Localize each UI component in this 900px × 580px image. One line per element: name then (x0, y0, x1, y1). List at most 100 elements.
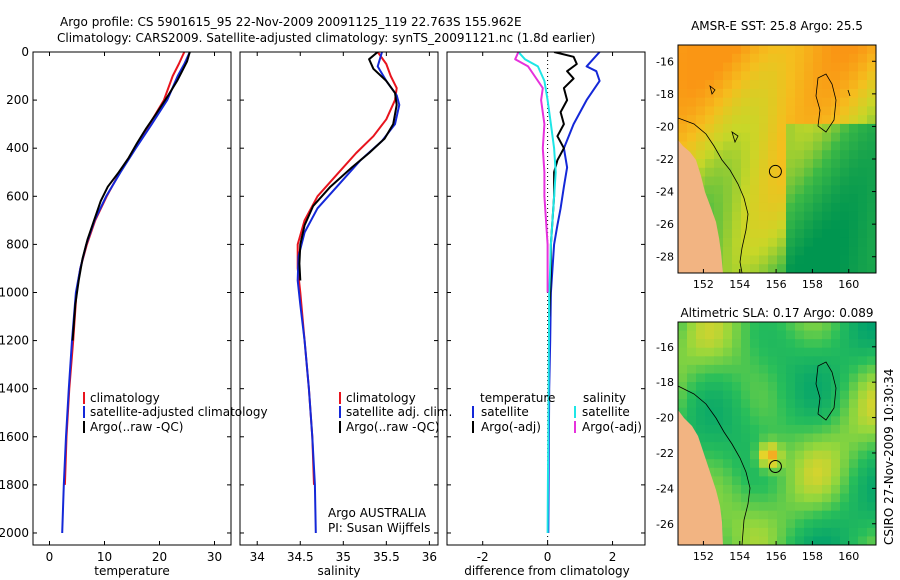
sla-cells-cell (768, 433, 778, 443)
sst-map: AMSR-E SST: 25.8 Argo: 25.5 152 154 156 158… (656, 19, 877, 291)
sla-cells-cell (759, 399, 769, 409)
sla-cells-cell (705, 450, 715, 460)
sst-cells-cell (786, 88, 796, 99)
sla-cells-cell (750, 330, 760, 340)
sla-cells-cell (759, 476, 769, 486)
sst-cells-xtick-label: 158 (802, 278, 823, 291)
sla-cells-cell (732, 493, 742, 503)
sst-cells-cell (750, 62, 760, 72)
sst-cells-cell (723, 202, 733, 213)
difference-legend-salinity: salinity satellite Argo(-adj) (574, 391, 642, 434)
sla-cells-cell (741, 519, 751, 529)
sla-cells-cell (804, 467, 814, 477)
sst-cells-cell (741, 53, 751, 64)
sla-cells-cell (777, 502, 787, 512)
sla-cells-cell (867, 356, 876, 366)
sla-cells-cell (840, 407, 850, 417)
sla-cells-cell (795, 330, 805, 340)
sst-cells-cell (687, 123, 697, 134)
sst-cells-cell (705, 176, 715, 186)
sla-cells-cell (795, 484, 805, 495)
sst-cells-cell (696, 150, 706, 160)
diff-xtick-label: 0 (544, 550, 552, 564)
sst-cells-cell (732, 115, 742, 125)
sla-cells-cell (732, 424, 742, 435)
sla-cells-cell (705, 382, 715, 392)
sla-cells-cell (696, 322, 706, 332)
sla-cells-cell (858, 322, 868, 332)
sla-cells-cell (705, 442, 715, 452)
salinity-series (296, 52, 401, 534)
sst-cells-cell (777, 150, 787, 160)
sst-cells-cell (768, 194, 778, 204)
sst-cells-cell (741, 62, 751, 72)
sla-cells-cell (723, 527, 733, 538)
sst-cells-cell (759, 123, 769, 134)
sst-cells-cell (867, 159, 876, 169)
sst-cells-cell (768, 88, 778, 99)
sla-cells-cell (867, 502, 876, 512)
sla-cells-cell (750, 382, 760, 392)
sst-cells-cell (840, 255, 850, 265)
sla-cells-cell (831, 339, 841, 349)
sla-cells-cell (822, 484, 832, 495)
sst-cells-cell (732, 80, 742, 90)
sla-cells-cell (714, 476, 724, 486)
sst-cells-cell (840, 220, 850, 230)
sla-cells-cell (696, 433, 706, 443)
sla-cells-cell (741, 527, 751, 538)
sla-cells-cell (705, 433, 715, 443)
sst-cells-cell (804, 246, 814, 257)
sst-cells-cell (741, 80, 751, 90)
sla-map: Altimetric SLA: 0.17 Argo: 0.089 152 154 1… (656, 306, 877, 563)
sla-cells-cell (840, 339, 850, 349)
sst-cells-cell (822, 220, 832, 230)
sla-cells-cell (786, 519, 796, 529)
sla-cells-cell (822, 322, 832, 332)
sla-cells-cell (732, 442, 742, 452)
sla-cells-cell (786, 382, 796, 392)
sst-cells-cell (741, 123, 751, 134)
sla-cells-xtick-label: 154 (729, 550, 750, 563)
sst-cells-cell (723, 150, 733, 160)
sla-cells-cell (723, 484, 733, 495)
sla-cells-cell (795, 450, 805, 460)
sla-cells-cell (849, 416, 859, 426)
sla-cells-cell (777, 519, 787, 529)
sst-cells-cell (804, 106, 814, 116)
sla-cells-cell (813, 433, 823, 443)
sla-cells-cell (687, 382, 697, 392)
sla-cells-cell (768, 356, 778, 366)
sst-cells-cell (840, 97, 850, 107)
sst-cells-cell (804, 97, 814, 107)
sst-cells-cell (759, 202, 769, 213)
sst-cells-cell (795, 123, 805, 134)
sla-cells-cell (858, 493, 868, 503)
sla-cells-cell (822, 433, 832, 443)
sla-cells-cell (723, 416, 733, 426)
sst-reef-contour-2 (709, 84, 851, 144)
sst-cells-cell (705, 53, 715, 64)
sst-cells-cell (795, 167, 805, 178)
sst-cells-cell (723, 167, 733, 178)
sst-cells-cell (786, 246, 796, 257)
temp-xtick-label: 10 (97, 550, 112, 564)
legend-label-sal-sat: satellite adj. clim. (346, 405, 452, 419)
sst-cells-cell (777, 159, 787, 169)
sst-cells-cell (750, 123, 760, 134)
sla-cells-cell (768, 536, 778, 545)
sla-cells-cell (822, 527, 832, 538)
sla-cells-cell (804, 407, 814, 417)
difference-panel: -2 0 2 difference from climatology tempera… (446, 51, 646, 578)
sst-cells-cell (840, 80, 850, 90)
sla-cells-cell (867, 493, 876, 503)
sst-cells-cell (750, 246, 760, 257)
sst-cells-cell (795, 88, 805, 99)
sst-cells-cell (858, 185, 868, 195)
sst-cells-cell (858, 159, 868, 169)
sst-cells-cell (723, 71, 733, 81)
sst-cells-cell (858, 229, 868, 239)
sla-cells-cell (732, 450, 742, 460)
sst-cells-cell (723, 246, 733, 257)
sal-xtick-label: 36 (422, 550, 437, 564)
